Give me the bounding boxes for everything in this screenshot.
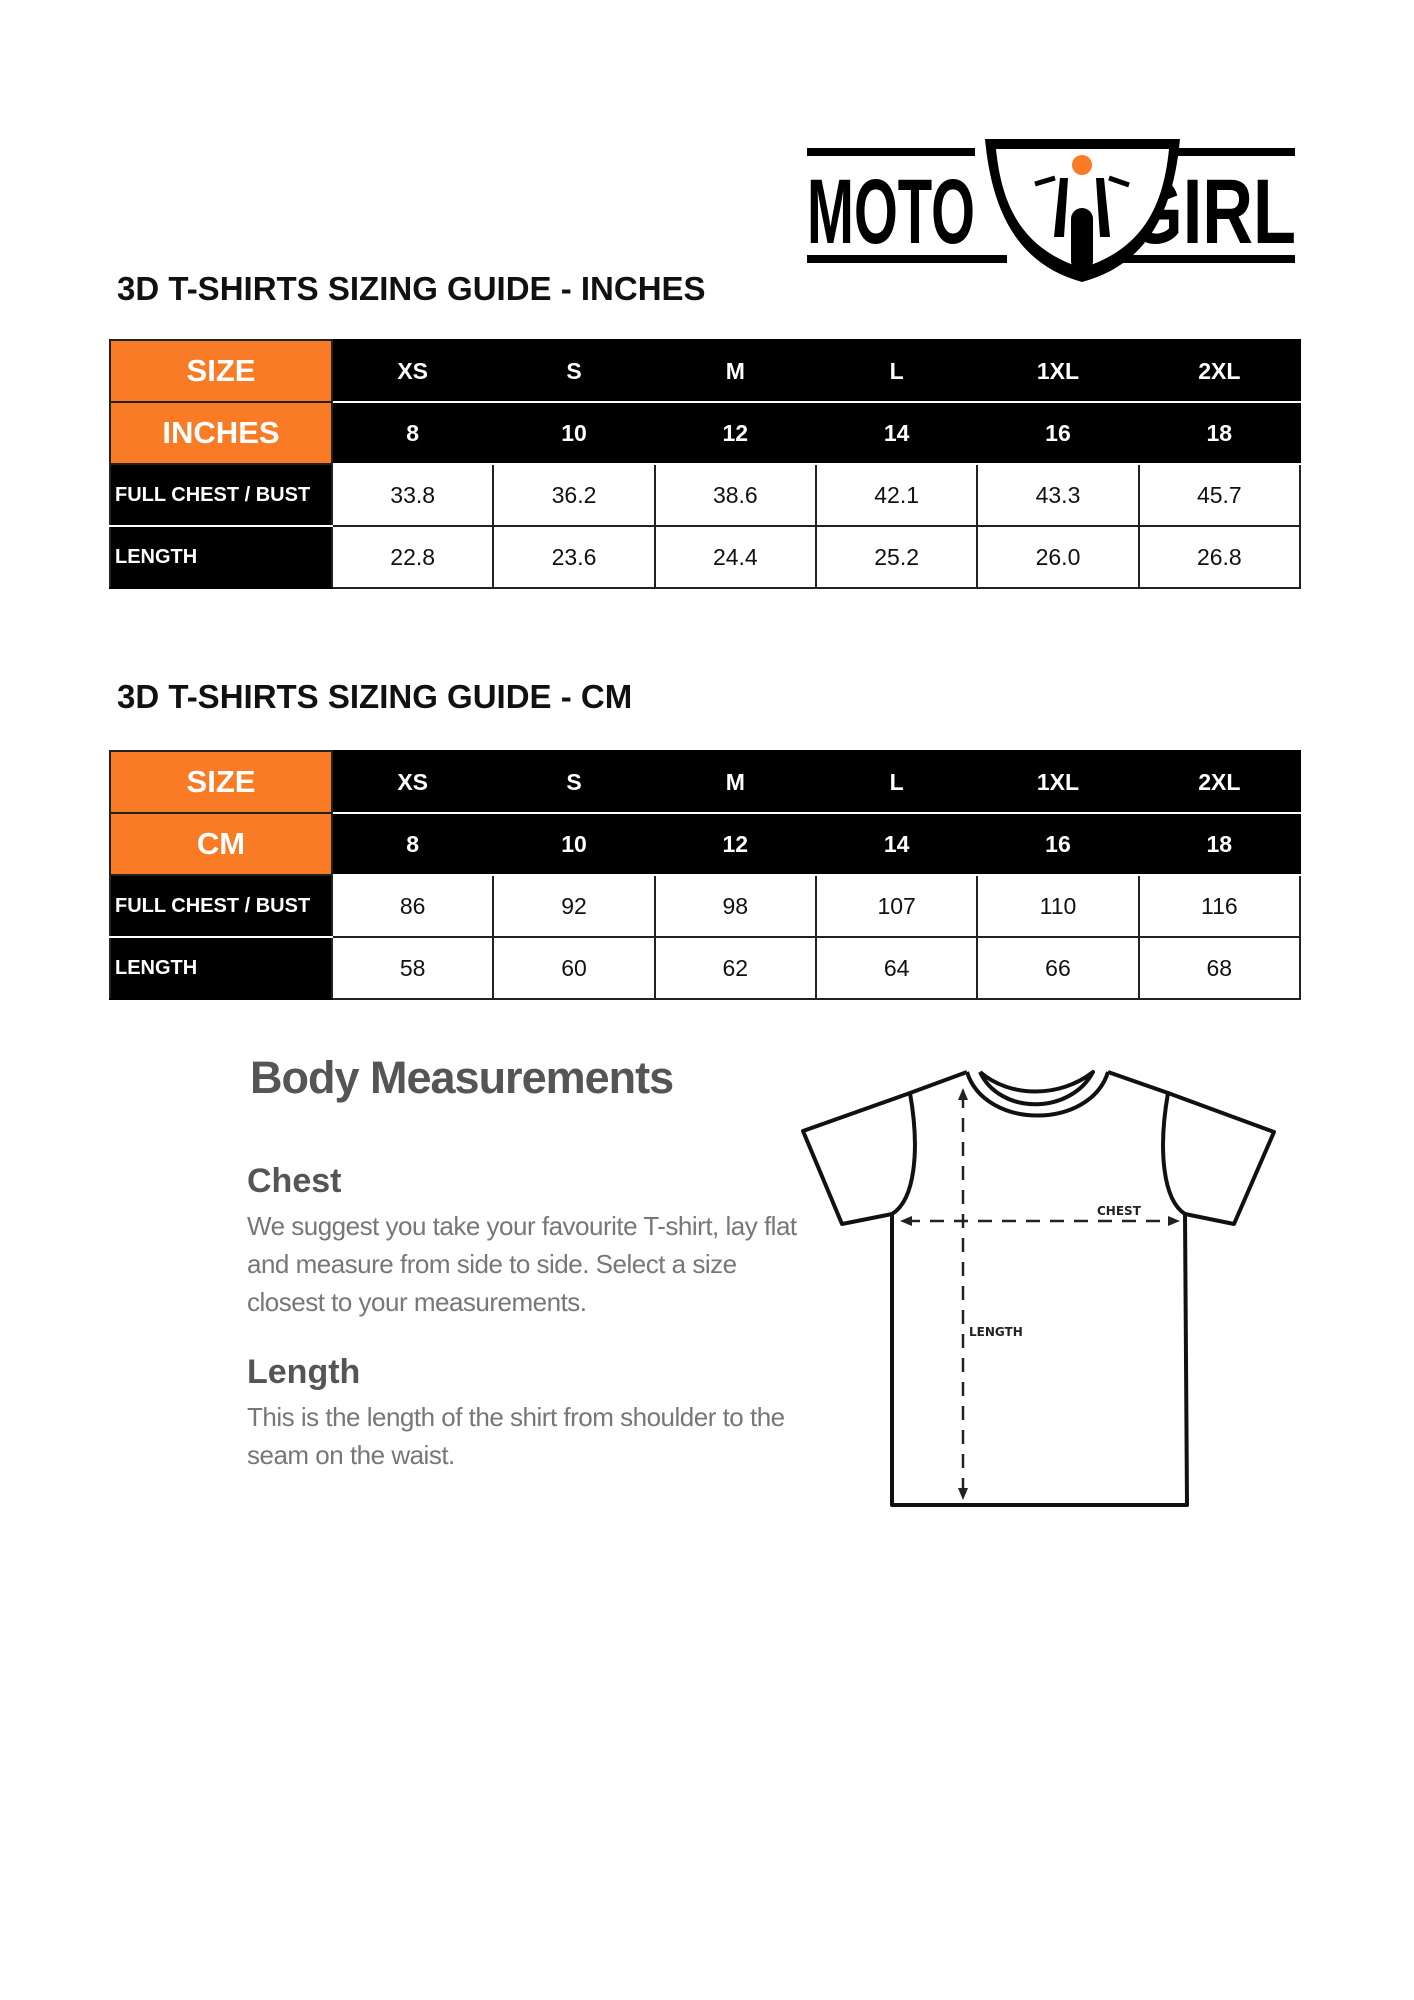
value-cell: 64 [814,936,979,1000]
svg-text:MOTO: MOTO [807,161,975,263]
inches-size-table: SIZE XS S M L 1XL 2XL INCHES 8 10 12 14 … [109,339,1302,589]
value-cell: 62 [653,936,817,1000]
table-row: FULL CHEST / BUST 33.8 36.2 38.6 42.1 43… [109,463,1302,527]
value-cell: 45.7 [1137,463,1302,527]
numeric-size-cell: 14 [814,401,979,465]
size-cell: XS [330,750,495,814]
text-line: and measure from side to side. Select a … [247,1249,737,1279]
value-cell: 36.2 [492,463,656,527]
numeric-size-cell: 12 [653,812,817,876]
unit-header: INCHES [109,401,333,465]
inches-table-title: 3D T-SHIRTS SIZING GUIDE - INCHES [117,270,706,307]
numeric-size-cell: 16 [976,401,1140,465]
chest-description: We suggest you take your favourite T-shi… [247,1207,797,1321]
size-cell: M [653,750,817,814]
value-cell: 33.8 [330,463,495,527]
value-cell: 25.2 [814,525,979,589]
diagram-length-label: LENGTH [969,1325,1023,1339]
value-cell: 24.4 [653,525,817,589]
size-cell: 1XL [976,750,1140,814]
text-line: closest to your measurements. [247,1287,587,1317]
numeric-size-cell: 16 [976,812,1140,876]
value-cell: 107 [814,874,979,938]
table-row: FULL CHEST / BUST 86 92 98 107 110 116 [109,874,1302,938]
value-cell: 23.6 [492,525,656,589]
value-cell: 66 [976,936,1140,1000]
value-cell: 26.0 [976,525,1140,589]
row-label: FULL CHEST / BUST [109,874,333,938]
length-heading: Length [247,1353,361,1391]
unit-header: CM [109,812,333,876]
numeric-size-cell: 8 [330,812,495,876]
row-label: LENGTH [109,525,333,589]
value-cell: 98 [653,874,817,938]
size-cell: 1XL [976,339,1140,403]
numeric-size-cell: 18 [1137,401,1302,465]
value-cell: 116 [1137,874,1302,938]
text-line: We suggest you take your favourite T-shi… [247,1211,797,1241]
value-cell: 38.6 [653,463,817,527]
size-header: SIZE [109,750,333,814]
length-description: This is the length of the shirt from sho… [247,1398,785,1474]
text-line: This is the length of the shirt from sho… [247,1402,785,1432]
size-cell: L [814,339,979,403]
size-cell: S [492,750,656,814]
cm-table-title: 3D T-SHIRTS SIZING GUIDE - CM [117,678,633,715]
value-cell: 43.3 [976,463,1140,527]
size-cell: XS [330,339,495,403]
table-row: LENGTH 58 60 62 64 66 68 [109,936,1302,1000]
row-label: FULL CHEST / BUST [109,463,333,527]
body-measurements-heading: Body Measurements [250,1052,674,1103]
size-header: SIZE [109,339,333,403]
table-row: LENGTH 22.8 23.6 24.4 25.2 26.0 26.8 [109,525,1302,589]
size-cell: S [492,339,656,403]
value-cell: 86 [330,874,495,938]
chest-heading: Chest [247,1162,342,1200]
size-cell: 2XL [1137,750,1302,814]
size-cell: 2XL [1137,339,1302,403]
numeric-size-cell: 8 [330,401,495,465]
value-cell: 26.8 [1137,525,1302,589]
diagram-chest-label: CHEST [1097,1204,1142,1218]
motogirl-logo: MOTO GIRL [807,139,1295,282]
row-label: LENGTH [109,936,333,1000]
value-cell: 22.8 [330,525,495,589]
numeric-size-cell: 10 [492,812,656,876]
size-cell: L [814,750,979,814]
value-cell: 68 [1137,936,1302,1000]
numeric-size-cell: 14 [814,812,979,876]
text-line: seam on the waist. [247,1440,455,1470]
value-cell: 92 [492,874,656,938]
numeric-size-cell: 10 [492,401,656,465]
value-cell: 58 [330,936,495,1000]
cm-size-table: SIZE XS S M L 1XL 2XL CM 8 10 12 14 16 1… [109,750,1302,1000]
value-cell: 110 [976,874,1140,938]
numeric-size-cell: 12 [653,401,817,465]
size-cell: M [653,339,817,403]
value-cell: 60 [492,936,656,1000]
numeric-size-cell: 18 [1137,812,1302,876]
value-cell: 42.1 [814,463,979,527]
